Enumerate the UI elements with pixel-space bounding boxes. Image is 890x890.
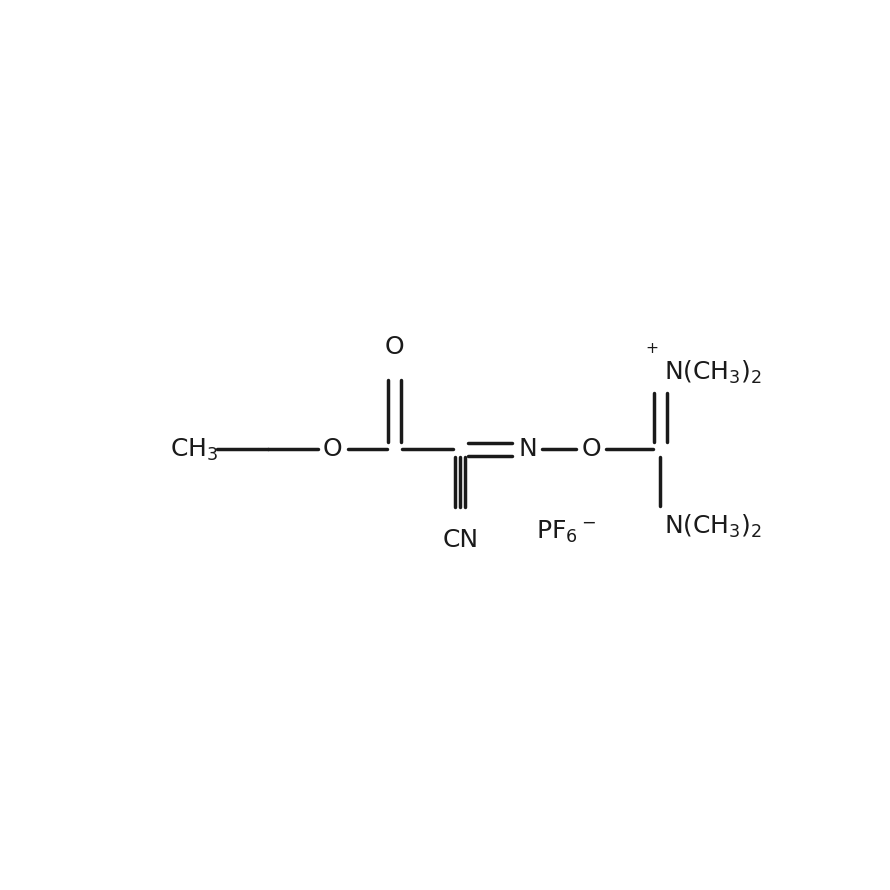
Text: CN: CN xyxy=(442,528,478,552)
Text: CH$_3$: CH$_3$ xyxy=(170,436,218,463)
Text: PF$_6$$^-$: PF$_6$$^-$ xyxy=(536,519,595,545)
Text: N(CH$_3$)$_2$: N(CH$_3$)$_2$ xyxy=(664,513,762,540)
Text: N: N xyxy=(518,438,537,461)
Text: O: O xyxy=(384,336,404,360)
Text: O: O xyxy=(323,438,343,461)
Text: N(CH$_3$)$_2$: N(CH$_3$)$_2$ xyxy=(664,359,762,386)
Text: O: O xyxy=(581,438,601,461)
Text: $^+$: $^+$ xyxy=(642,342,659,362)
